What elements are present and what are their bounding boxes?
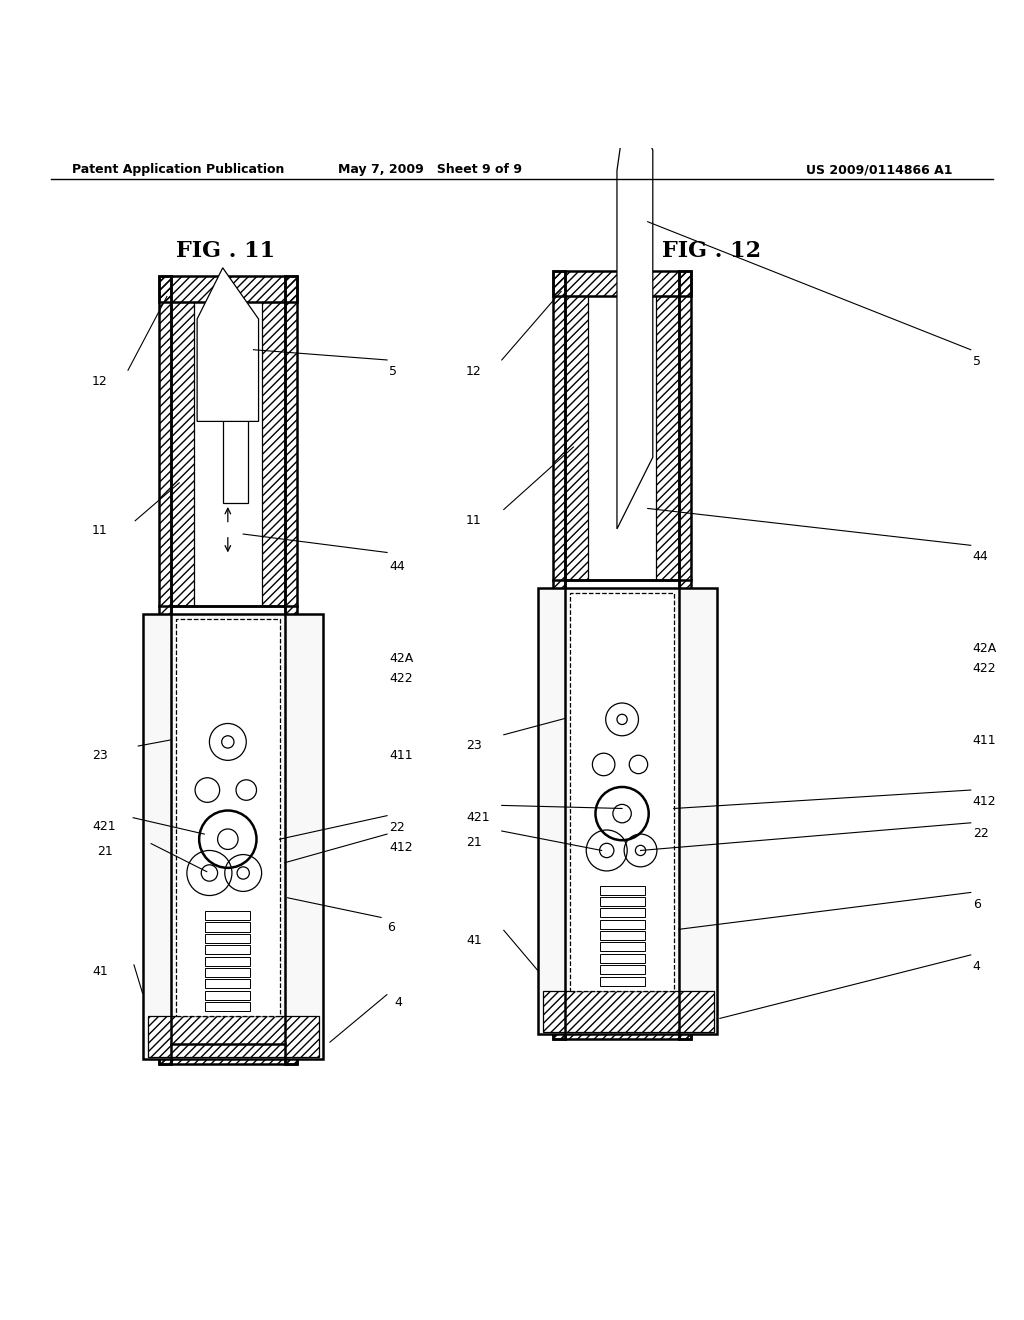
Text: 23: 23 [92, 748, 108, 762]
Text: 22: 22 [973, 826, 988, 840]
Bar [206, 957, 251, 966]
Bar [600, 965, 645, 974]
Bar [206, 923, 251, 932]
Bar [600, 908, 645, 917]
Polygon shape [198, 268, 259, 421]
Text: 421: 421 [92, 820, 116, 833]
Bar [600, 977, 645, 986]
Bar [206, 968, 251, 977]
Bar [600, 886, 645, 895]
Text: 23: 23 [466, 739, 481, 752]
Bar [148, 1016, 319, 1057]
Text: 41: 41 [466, 935, 481, 948]
Bar [171, 301, 194, 606]
Text: 11: 11 [466, 513, 481, 527]
Bar [600, 920, 645, 929]
Bar [565, 297, 588, 579]
Text: 411: 411 [389, 748, 413, 762]
Bar [679, 271, 691, 1039]
Text: 44: 44 [973, 550, 988, 564]
Text: 422: 422 [973, 663, 996, 675]
Bar [570, 594, 674, 991]
Text: 21: 21 [97, 845, 113, 858]
Text: 11: 11 [92, 524, 108, 537]
Bar [206, 1002, 251, 1011]
Bar [656, 297, 679, 579]
Text: 421: 421 [466, 810, 489, 824]
Text: 412: 412 [389, 841, 413, 854]
Bar [206, 933, 251, 942]
Bar [143, 614, 323, 1060]
Bar [159, 276, 171, 1064]
Polygon shape [616, 99, 653, 529]
Text: 5: 5 [973, 355, 981, 368]
Bar [553, 271, 565, 1039]
Bar [159, 1044, 297, 1064]
Bar [206, 979, 251, 989]
Bar [600, 954, 645, 962]
Text: 4: 4 [973, 960, 981, 973]
Bar [600, 896, 645, 906]
Text: 44: 44 [389, 560, 404, 573]
Bar [262, 301, 285, 606]
Text: 21: 21 [466, 836, 481, 849]
Bar [600, 931, 645, 940]
Text: 6: 6 [387, 921, 395, 935]
Text: FIG . 11: FIG . 11 [176, 240, 274, 263]
Text: 411: 411 [973, 734, 996, 747]
Bar [285, 276, 297, 1064]
Text: 42A: 42A [973, 642, 997, 655]
Text: Patent Application Publication: Patent Application Publication [72, 164, 284, 177]
Text: 412: 412 [973, 795, 996, 808]
Bar [223, 306, 249, 503]
Bar [543, 991, 714, 1032]
Text: 22: 22 [389, 821, 404, 834]
Text: FIG . 12: FIG . 12 [663, 240, 761, 263]
Text: May 7, 2009   Sheet 9 of 9: May 7, 2009 Sheet 9 of 9 [338, 164, 522, 177]
Bar [206, 945, 251, 954]
Bar [206, 911, 251, 920]
Bar [553, 271, 691, 297]
Text: 6: 6 [973, 898, 981, 911]
Bar [159, 276, 297, 301]
Bar [176, 619, 280, 1016]
Text: 422: 422 [389, 672, 413, 685]
Text: 5: 5 [389, 366, 397, 378]
Text: 12: 12 [92, 375, 108, 388]
Text: 4: 4 [394, 995, 402, 1008]
Text: 12: 12 [466, 366, 481, 378]
Bar [600, 942, 645, 952]
Text: US 2009/0114866 A1: US 2009/0114866 A1 [806, 164, 952, 177]
Bar [553, 1019, 691, 1039]
Bar [206, 991, 251, 999]
Bar [538, 589, 717, 1034]
Text: 41: 41 [92, 965, 108, 978]
Text: 42A: 42A [389, 652, 414, 665]
